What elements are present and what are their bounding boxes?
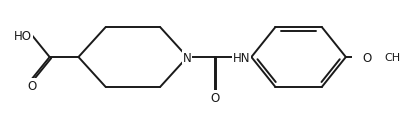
Text: O: O	[27, 79, 37, 92]
Text: HN: HN	[233, 51, 250, 64]
Text: O: O	[210, 91, 219, 104]
Text: O: O	[362, 51, 371, 64]
Text: N: N	[183, 51, 192, 64]
Text: HO: HO	[14, 30, 32, 42]
Text: CH₃: CH₃	[384, 53, 400, 62]
